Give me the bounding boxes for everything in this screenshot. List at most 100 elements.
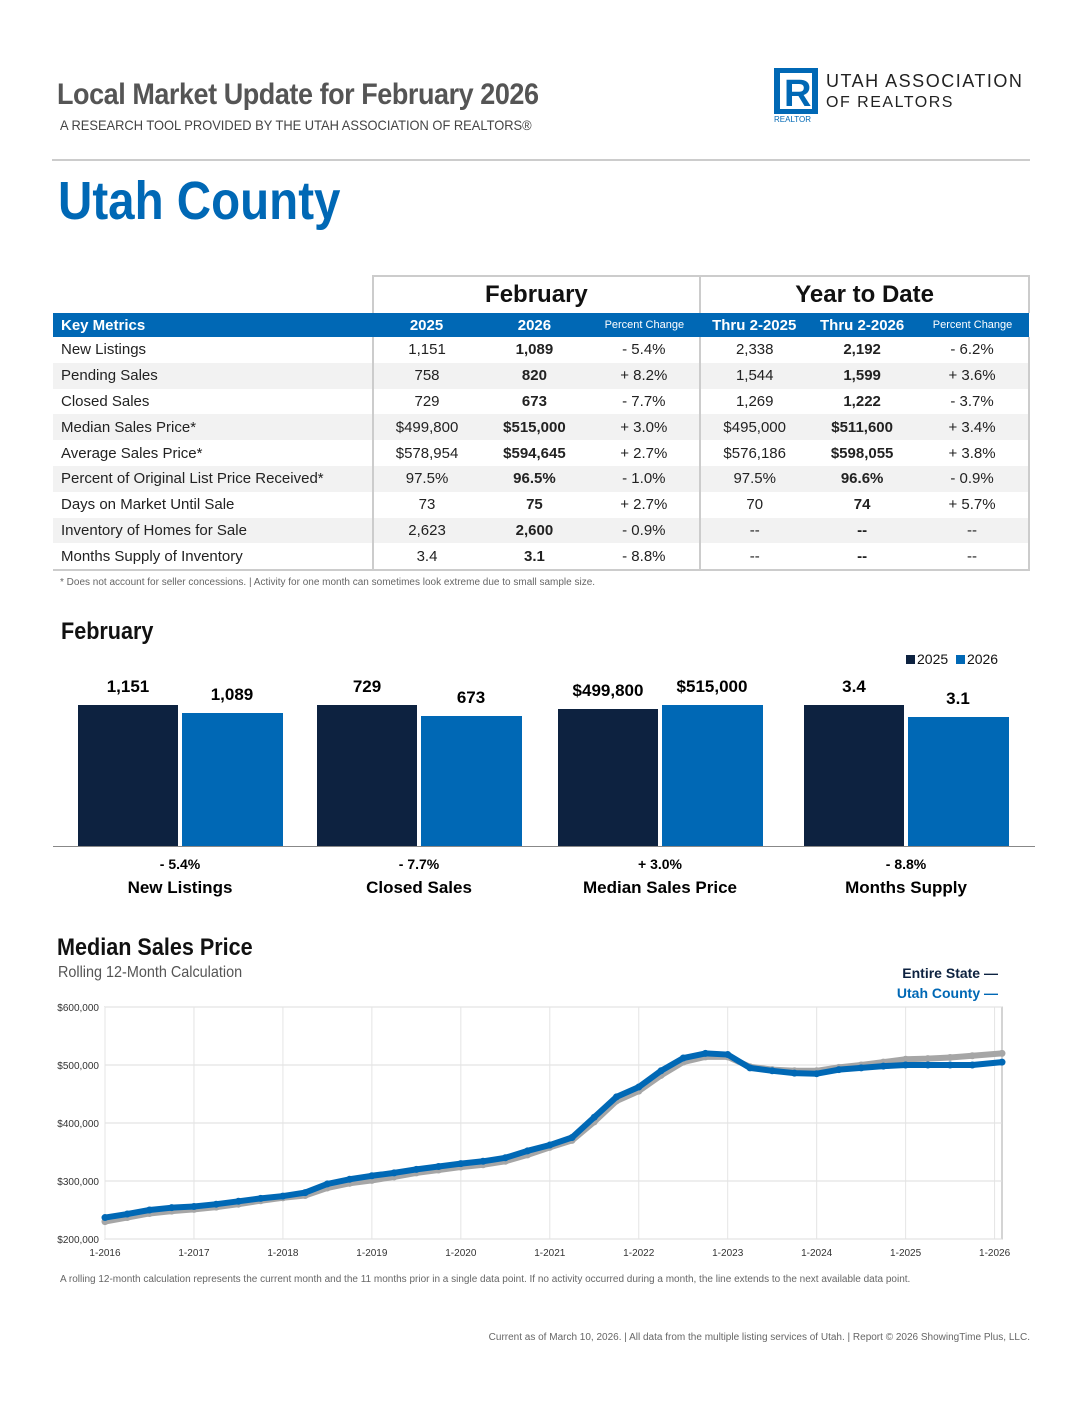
table-cell: $576,186	[723, 444, 786, 462]
legend-swatch-2026	[955, 655, 965, 664]
realtors-logo: R REALTOR UTAH ASSOCIATION OF REALTORS	[774, 68, 1034, 129]
x-tick-label: 1-2017	[178, 1248, 210, 1259]
table-cell: + 8.2%	[588, 362, 702, 389]
table-cell: 75	[526, 496, 543, 514]
x-tick-label: 1-2016	[89, 1248, 121, 1259]
table-cell: --	[808, 543, 917, 572]
data-point	[968, 1061, 976, 1069]
table-cell: 96.5%	[480, 465, 589, 492]
value-label-2026: 1,089	[210, 684, 254, 704]
table-cell: $511,600	[808, 414, 917, 441]
percent-change-label: - 8.8%	[885, 856, 927, 872]
table-cell: 97.5%	[371, 465, 481, 492]
y-tick-label: $400,000	[57, 1119, 99, 1130]
data-point	[746, 1064, 754, 1072]
table-row: New Listings 1,151 1,089 - 5.4% 2,338 2,192 - …	[53, 337, 1030, 363]
table-cell: 97.5%	[700, 465, 809, 492]
table-cell: Median Sales Price*	[53, 414, 373, 441]
data-point	[123, 1210, 131, 1218]
data-point	[568, 1134, 576, 1141]
table-row: Inventory of Homes for Sale 2,623 2,600- 0…	[53, 517, 1030, 544]
table-cell: Closed Sales	[61, 392, 150, 410]
legend-2025: 2025	[917, 651, 949, 667]
bar-baseline	[53, 846, 1035, 847]
group-february: February	[371, 275, 702, 313]
col-header: Percent Change	[916, 313, 1029, 337]
svg-text:R: R	[784, 73, 811, 115]
y-tick-label: $300,000	[57, 1177, 99, 1188]
table-cell: 1,089	[515, 341, 554, 359]
svg-text:REALTOR: REALTOR	[774, 115, 811, 124]
table-cell: - 1.0%	[588, 465, 702, 492]
data-point	[657, 1067, 665, 1075]
data-point	[390, 1169, 398, 1177]
table-cell: - 6.2%	[916, 337, 1030, 363]
data-point	[546, 1141, 554, 1149]
table-cell: - 5.4%	[588, 337, 702, 363]
data-point	[501, 1154, 509, 1162]
report-subtitle: A RESEARCH TOOL PROVIDED BY THE UTAH ASS…	[60, 117, 532, 133]
table-row: Pending Sales 758 820 + 8.2% 1,544 1,599 + 3.6…	[53, 362, 1030, 389]
report-title: Local Market Update for February 2026	[57, 78, 539, 111]
table-cell: --	[808, 517, 917, 544]
data-point	[924, 1061, 932, 1069]
table-header: Key Metrics 2025 2026 Percent Change Thr…	[53, 313, 1029, 337]
data-point	[524, 1147, 532, 1155]
col-header: Key Metrics	[53, 313, 373, 337]
percent-change-label: + 3.0%	[638, 856, 682, 872]
data-point	[412, 1165, 420, 1173]
value-label-2025: 1,151	[106, 677, 150, 696]
table-cell: 2,192	[843, 341, 881, 359]
data-point	[234, 1197, 242, 1205]
bar-2025	[317, 705, 417, 846]
table-cell: 1,151	[371, 337, 481, 363]
data-point	[701, 1049, 709, 1057]
data-point	[479, 1157, 487, 1165]
col-header: Percent Change	[588, 313, 701, 337]
col-header: Thru 2-2025	[700, 313, 809, 337]
data-point	[168, 1204, 176, 1212]
key-metrics-table: February Year to Date Key Metrics 2025 2…	[53, 275, 1030, 572]
table-cell: - 8.8%	[588, 543, 702, 572]
value-label-2026: 3.1	[946, 689, 970, 709]
table-cell: $578,954	[371, 440, 481, 466]
data-point	[879, 1062, 887, 1070]
data-point	[768, 1067, 776, 1075]
data-point	[724, 1051, 732, 1059]
data-point	[902, 1061, 910, 1069]
table-row: Days on Market Until Sale 73 75 + 2.7% 70 74 +…	[53, 491, 1030, 518]
data-point	[613, 1093, 621, 1101]
table-row: Median Sales Price* $499,800 $515,000 + 3.0…	[53, 414, 1030, 441]
bar-2025	[78, 705, 178, 846]
table-cell: 729	[371, 388, 481, 415]
table-cell: Inventory of Homes for Sale	[53, 517, 373, 544]
category-label: Months Supply	[845, 878, 967, 897]
table-cell: $515,000	[480, 414, 589, 441]
value-label-2026: 673	[456, 687, 486, 707]
x-tick-label: 1-2024	[801, 1248, 833, 1259]
data-point	[679, 1054, 687, 1062]
table-cell: + 3.4%	[916, 414, 1030, 441]
table-cell: 70	[746, 496, 764, 514]
table-cell: 2,338	[735, 341, 774, 359]
data-point	[257, 1194, 265, 1202]
table-cell: + 3.0%	[588, 414, 702, 441]
svg-text:UTAH ASSOCIATION: UTAH ASSOCIATION	[826, 71, 1023, 91]
line-chart-subtitle: Rolling 12-Month Calculation	[58, 964, 243, 981]
x-tick-label: 1-2025	[890, 1248, 922, 1259]
table-cell: 1,222	[843, 392, 881, 410]
table-cell: + 3.8%	[916, 440, 1030, 466]
y-tick-label: $600,000	[57, 1003, 99, 1014]
legend-2026: 2026	[966, 651, 999, 667]
percent-change-label: - 7.7%	[398, 856, 440, 872]
x-tick-label: 1-2020	[445, 1248, 477, 1259]
table-cell: 73	[371, 491, 481, 518]
data-point	[590, 1113, 598, 1121]
table-cell: Pending Sales	[53, 362, 373, 389]
y-tick-label: $200,000	[57, 1235, 99, 1246]
data-point	[323, 1180, 331, 1188]
data-point	[457, 1160, 465, 1168]
divider	[52, 159, 1030, 161]
data-point	[790, 1069, 798, 1077]
data-point	[835, 1066, 843, 1074]
